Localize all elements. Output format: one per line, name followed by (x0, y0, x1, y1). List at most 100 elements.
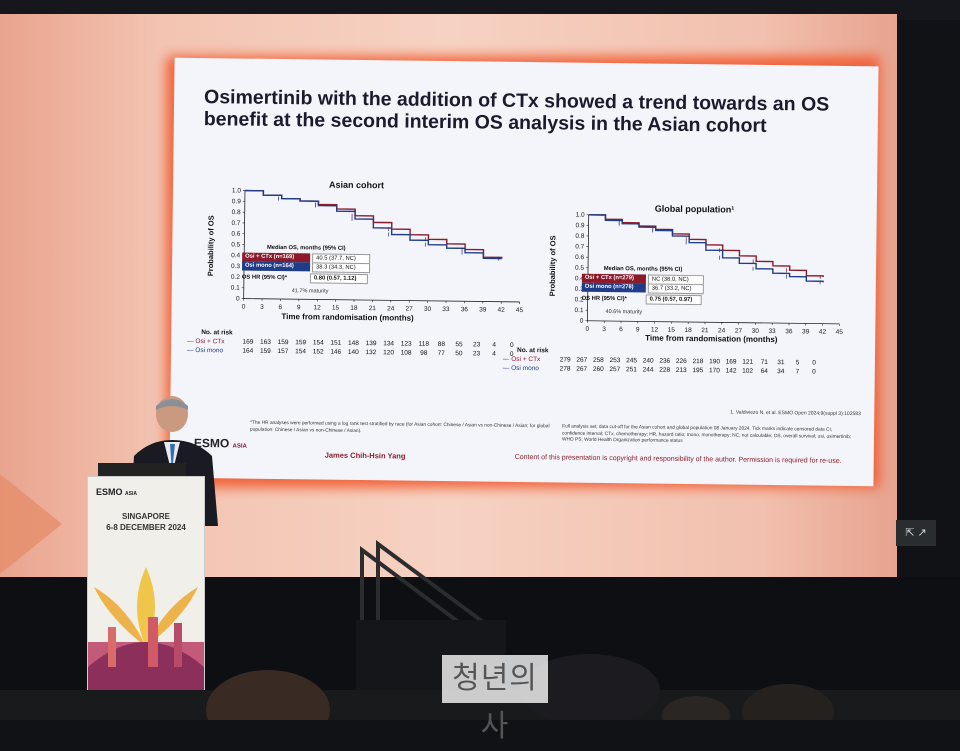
footnote-left: *The HR analyses were performed using a … (250, 421, 550, 438)
at-risk-cell: 267 (573, 357, 590, 366)
at-risk-cell: 88 (433, 341, 451, 350)
legend-series-value: 36.7 (33.2, NC) (648, 283, 704, 294)
at-risk-cell: 253 (607, 357, 624, 366)
at-risk-cell: 190 (706, 358, 723, 367)
x-tick-label: 12 (313, 304, 321, 311)
at-risk-cell: 139 (362, 340, 380, 349)
y-tick-label: 0.8 (232, 209, 242, 216)
at-risk-cell: 102 (739, 368, 756, 377)
at-risk-cell: 31 (773, 359, 790, 368)
x-tick-label: 15 (332, 305, 340, 312)
at-risk-cell: 279 (557, 356, 574, 365)
at-risk-cell: 226 (673, 358, 690, 367)
hr-label: OS HR (95% CI)* (582, 295, 644, 302)
at-risk-cell: 251 (623, 366, 640, 375)
at-risk-cell: 159 (292, 339, 310, 348)
y-tick-label: 0 (236, 295, 240, 302)
copyright-notice: Content of this presentation is copyrigh… (515, 454, 842, 465)
at-risk-cell: 159 (257, 348, 275, 357)
at-risk-cell: 164 (239, 348, 257, 357)
at-risk-cell: 244 (640, 366, 657, 375)
y-tick-label: 0.7 (575, 243, 585, 250)
podium-location: SINGAPORE 6-8 DECEMBER 2024 (88, 511, 204, 533)
at-risk-series-name: — Osi mono (187, 347, 239, 357)
at-risk-cell: 169 (723, 358, 740, 367)
legend-row: Osi mono (n=278) 36.7 (33.2, NC) (582, 283, 704, 293)
podium-dates: 6-8 DECEMBER 2024 (88, 522, 204, 533)
podium-city: SINGAPORE (88, 511, 204, 522)
at-risk-cell: 218 (690, 358, 707, 367)
at-risk-cell: 134 (380, 340, 398, 349)
x-tick-label: 42 (497, 307, 505, 314)
at-risk-cell: 236 (656, 358, 673, 367)
y-tick-label: 0 (580, 318, 584, 325)
exit-sign: ⇱ ↗ (896, 520, 936, 546)
at-risk-cell: 148 (345, 340, 363, 349)
y-tick-label: 0.6 (231, 231, 241, 238)
at-risk-cell: 4 (485, 351, 503, 360)
at-risk-cell: 64 (756, 368, 773, 377)
at-risk-cell: 0 (806, 359, 823, 368)
at-risk-cell: 152 (309, 348, 327, 357)
legend-row: Osi mono (n=164) 38.3 (34.3, NC) (242, 262, 370, 273)
badge-sub: ASIA (232, 443, 246, 449)
podium-logo-main: ESMO (96, 487, 123, 497)
x-tick-label: 30 (424, 306, 432, 313)
at-risk-cell: 228 (656, 367, 673, 376)
x-axis-line (244, 299, 520, 302)
x-axis-line (587, 321, 839, 324)
hr-row: OS HR (95% CI)* 0.80 (0.57, 1.12) (242, 273, 370, 284)
at-risk-cell: 213 (673, 367, 690, 376)
at-risk-cell: 154 (309, 339, 327, 348)
at-risk-cell: 5 (789, 359, 806, 368)
x-tick-label: 0 (585, 326, 589, 333)
at-risk-cell: 34 (772, 368, 789, 377)
at-risk-cell: 118 (415, 341, 433, 350)
at-risk-cell: 7 (789, 368, 806, 377)
at-risk-cell: 278 (557, 365, 574, 374)
at-risk-cell: 163 (257, 339, 275, 348)
at-risk-cell: 77 (432, 350, 450, 359)
x-tick-label: 39 (802, 328, 810, 335)
median-os-legend: Median OS, months (95% CI) Osi + CTx (n=… (582, 265, 704, 304)
legend-series-value: 38.3 (34.3, NC) (312, 262, 370, 273)
x-tick-label: 33 (442, 306, 450, 313)
x-tick-label: 0 (242, 304, 246, 311)
at-risk-cell: 55 (450, 341, 468, 350)
x-tick-label: 45 (836, 329, 844, 336)
x-tick-label: 21 (369, 305, 377, 312)
maturity-note: 41.7% maturity (292, 288, 329, 294)
at-risk-cell: 146 (327, 349, 345, 358)
at-risk-cell: 123 (397, 340, 415, 349)
at-risk-cell: 71 (756, 359, 773, 368)
y-tick-label: 0.1 (574, 307, 584, 314)
laptop (98, 463, 186, 477)
at-risk-cell: 121 (739, 359, 756, 368)
x-tick-label: 27 (405, 306, 413, 313)
maturity-note: 40.6% maturity (605, 309, 642, 315)
at-risk-cell: 170 (706, 367, 723, 376)
x-tick-label: 36 (461, 306, 469, 313)
at-risk-label: No. at risk (201, 329, 233, 336)
at-risk-cell: 120 (380, 349, 398, 358)
hr-row: OS HR (95% CI)* 0.75 (0.57, 0.97) (582, 294, 704, 304)
at-risk-cell: 260 (590, 366, 607, 375)
at-risk-cell: 157 (274, 348, 292, 357)
legend-series-name: Osi mono (n=278) (582, 283, 646, 293)
at-risk-cell: 245 (623, 357, 640, 366)
y-tick-label: 0.8 (575, 233, 585, 240)
y-tick-label: 0.5 (231, 241, 241, 248)
at-risk-cell: 267 (573, 366, 590, 375)
hr-label: OS HR (95% CI)* (242, 274, 308, 281)
y-tick-label: 0.6 (575, 254, 585, 261)
hr-value: 0.75 (0.57, 0.97) (646, 294, 702, 305)
at-risk-cell: 154 (292, 348, 310, 357)
at-risk-cell: 108 (397, 349, 415, 358)
y-tick-label: 0.9 (575, 222, 585, 229)
at-risk-cell: 169 (239, 339, 257, 348)
x-tick-label: 3 (602, 326, 606, 333)
y-tick-label: 1.0 (576, 212, 586, 219)
